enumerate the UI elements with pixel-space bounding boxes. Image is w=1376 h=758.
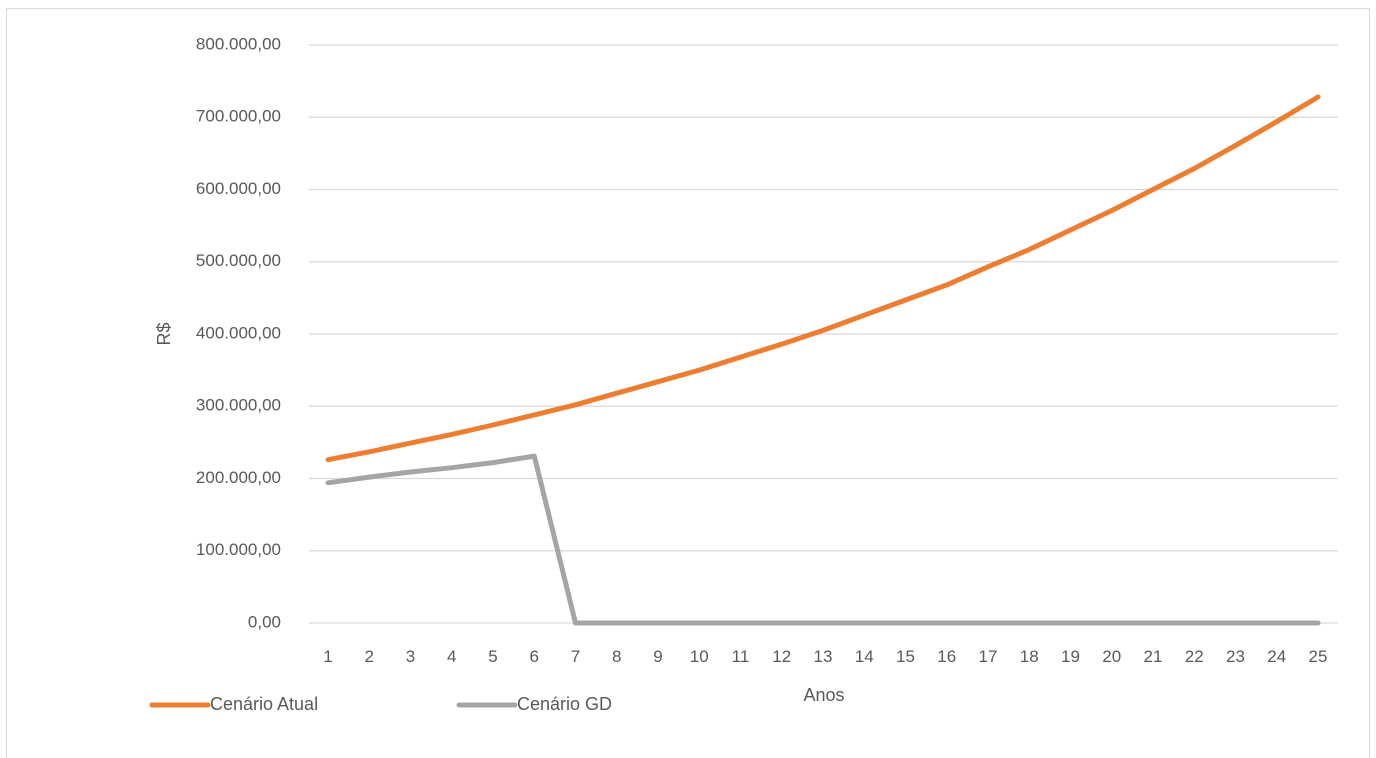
y-tick-label: 100.000,00 — [196, 540, 281, 559]
series-line-2 — [325, 453, 1321, 626]
x-tick-label: 6 — [530, 647, 539, 666]
legend-label: Cenário GD — [517, 694, 612, 714]
x-tick-label: 24 — [1267, 647, 1286, 666]
x-axis-tick-labels: 1 2 3 4 5 6 7 8 9 10 11 12 13 14 15 16 17 18 19 20 21 22 23 24 2… — [323, 647, 1327, 666]
x-tick-label: 12 — [772, 647, 791, 666]
chart-frame — [6, 8, 1370, 758]
legend-label: Cenário Atual — [210, 694, 318, 714]
y-tick-label: 500.000,00 — [196, 251, 281, 270]
x-tick-label: 5 — [488, 647, 497, 666]
y-tick-label: 800.000,00 — [196, 34, 281, 53]
x-tick-label: 19 — [1061, 647, 1080, 666]
y-tick-label: 0,00 — [248, 612, 281, 631]
x-tick-label: 7 — [571, 647, 580, 666]
y-axis-tick-labels: 0,00 100.000,00 200.000,00 300.000,00 400.00… — [196, 34, 281, 631]
x-tick-label: 4 — [447, 647, 456, 666]
legend-item: Cenário GD — [456, 694, 612, 714]
x-tick-label: 17 — [979, 647, 998, 666]
x-tick-label: 9 — [653, 647, 662, 666]
y-tick-label: 300.000,00 — [196, 396, 281, 415]
gridlines — [309, 44, 1338, 624]
x-tick-label: 16 — [937, 647, 956, 666]
y-tick-label: 400.000,00 — [196, 323, 281, 342]
x-tick-label: 1 — [323, 647, 332, 666]
x-tick-label: 13 — [814, 647, 833, 666]
x-tick-label: 15 — [896, 647, 915, 666]
x-tick-label: 22 — [1185, 647, 1204, 666]
y-tick-label: 600.000,00 — [196, 179, 281, 198]
x-tick-label: 20 — [1102, 647, 1121, 666]
x-tick-label: 8 — [612, 647, 621, 666]
x-tick-label: 25 — [1309, 647, 1328, 666]
legend-item: Cenário Atual — [149, 694, 318, 714]
series-lines — [325, 94, 1321, 626]
x-tick-label: 2 — [365, 647, 374, 666]
x-tick-label: 10 — [690, 647, 709, 666]
y-axis-title: R$ — [154, 322, 174, 345]
x-axis-title: Anos — [803, 685, 844, 705]
x-tick-label: 21 — [1144, 647, 1163, 666]
x-tick-label: 18 — [1020, 647, 1039, 666]
x-tick-label: 23 — [1226, 647, 1245, 666]
legend: Cenário Atual Cenário GD — [149, 694, 612, 714]
x-tick-label: 11 — [732, 647, 750, 666]
y-tick-label: 700.000,00 — [196, 107, 281, 126]
series-line-1 — [325, 94, 1321, 463]
x-tick-label: 14 — [855, 647, 874, 666]
y-tick-label: 200.000,00 — [196, 468, 281, 487]
x-tick-label: 3 — [406, 647, 415, 666]
